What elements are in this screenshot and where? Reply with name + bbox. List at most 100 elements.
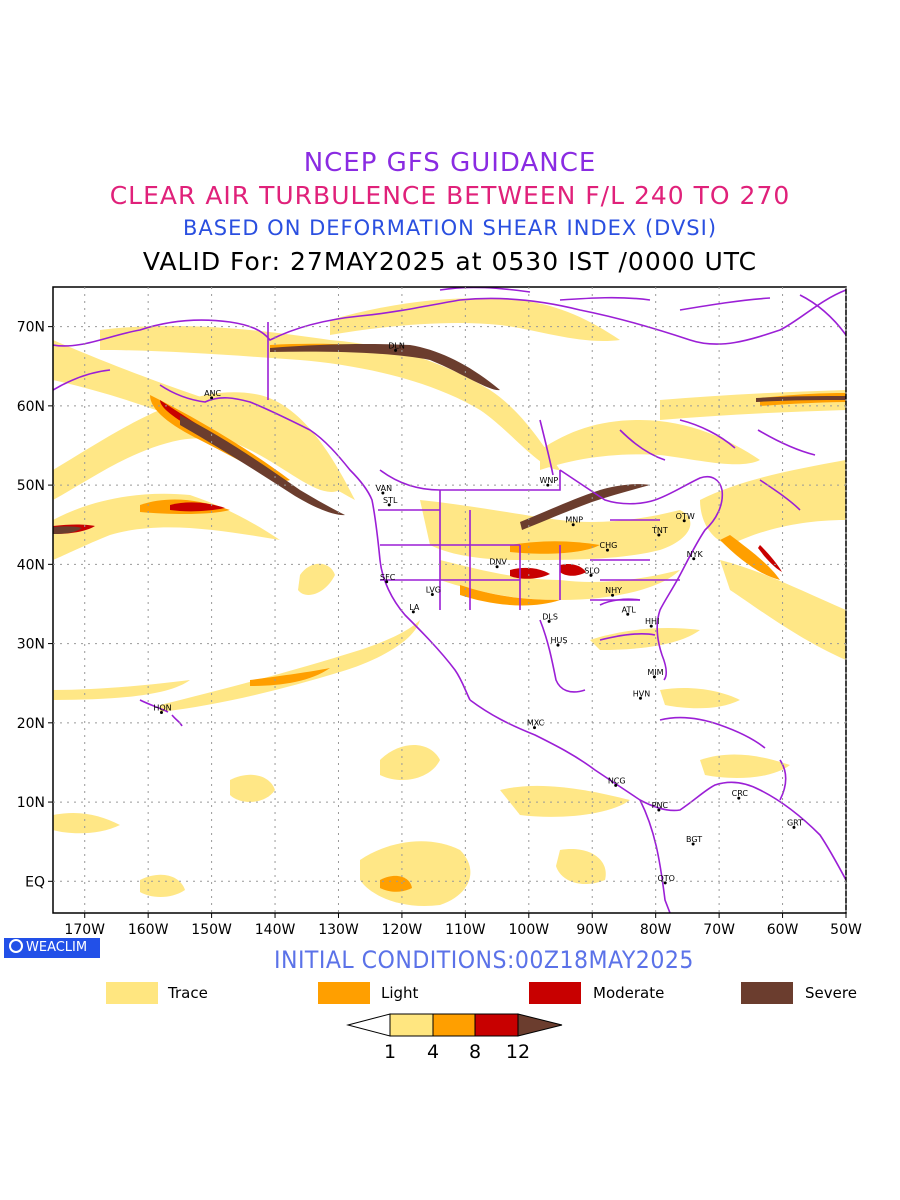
station-label-dln: DLN: [388, 341, 405, 350]
station-marker: [638, 696, 642, 700]
colorbar-tick-1: 1: [384, 1041, 396, 1063]
station-marker: [657, 533, 661, 537]
station-marker: [495, 565, 499, 569]
station-label-hon: HON: [153, 704, 171, 713]
chart-method-note: BASED ON DEFORMATION SHEAR INDEX (DVSI): [182, 216, 718, 240]
logo-ring-icon: [9, 939, 23, 953]
logo-text: WEACLIM: [26, 940, 88, 955]
station-marker: [385, 580, 389, 584]
chart-title: NCEP GFS GUIDANCE: [303, 148, 597, 178]
legend-swatch-light: [318, 982, 370, 1004]
station-marker: [381, 491, 385, 495]
lon-tick-label: 90W: [576, 922, 608, 938]
lon-tick-label: 80W: [640, 922, 672, 938]
colorbar-band-light: [432, 1013, 476, 1037]
station-label-nhy: NHY: [605, 586, 622, 595]
station-label-atl: ATL: [622, 605, 637, 614]
station-label-wnp: WNP: [539, 476, 558, 485]
legend-label-light: Light: [381, 984, 419, 1002]
colorbar-band-moderate: [474, 1013, 519, 1037]
station-marker: [691, 842, 695, 846]
station-label-crc: CRC: [732, 789, 749, 798]
lon-tick-label: 60W: [767, 922, 799, 938]
station-label-chg: CHG: [600, 541, 618, 550]
station-marker: [571, 523, 575, 527]
lat-tick-label: 20N: [17, 716, 45, 732]
lat-tick-label: EQ: [25, 874, 45, 890]
station-marker: [737, 796, 741, 800]
coastlines: [53, 287, 846, 913]
lon-tick-label: 130W: [318, 922, 359, 938]
legend-swatch-trace: [106, 982, 158, 1004]
station-label-van: VAN: [376, 484, 392, 493]
colorbar-low-arrow: [346, 1013, 391, 1037]
station-marker: [546, 483, 550, 487]
station-label-ncg: NCG: [608, 776, 626, 785]
station-marker: [605, 548, 609, 552]
valid-time: VALID For: 27MAY2025 at 0530 IST /0000 U…: [142, 247, 758, 276]
station-marker: [626, 612, 630, 616]
station-marker: [692, 557, 696, 561]
lon-tick-label: 100W: [509, 922, 550, 938]
station-label-la: LA: [409, 603, 420, 612]
lon-tick-label: 50W: [830, 922, 862, 938]
chart-subtitle: CLEAR AIR TURBULENCE BETWEEN F/L 240 TO …: [109, 181, 791, 210]
station-label-grt: GRT: [787, 818, 803, 827]
station-marker: [614, 783, 618, 787]
station-marker: [649, 624, 653, 628]
station-marker: [159, 711, 163, 715]
station-label-otw: OTW: [676, 512, 695, 521]
colorbar: [346, 1013, 563, 1037]
lon-tick-label: 120W: [382, 922, 423, 938]
station-marker: [589, 573, 593, 577]
longitude-axis: 170W 160W 150W 140W 130W 120W 110W 100W 90W 80W 70…: [64, 913, 862, 938]
station-marker: [210, 396, 214, 400]
map-frame: [52, 286, 847, 914]
lon-tick-label: 140W: [255, 922, 296, 938]
lat-tick-label: 30N: [17, 637, 45, 653]
station-marker: [611, 593, 615, 597]
colorbar-band-trace: [389, 1013, 434, 1037]
legend-swatch-moderate: [529, 982, 581, 1004]
station-marker: [547, 619, 551, 623]
station-label-bgt: BGT: [686, 835, 702, 844]
station-label-dnv: DNV: [489, 558, 507, 567]
station-label-slo: SLO: [584, 566, 600, 575]
lat-tick-label: 60N: [17, 399, 45, 415]
station-label-anc: ANC: [204, 389, 221, 398]
station-label-hvn: HVN: [633, 689, 650, 698]
station-label-hus: HUS: [551, 636, 568, 645]
station-label-sfc: SFC: [380, 573, 396, 582]
colorbar-ticks: 1 4 8 12: [384, 1041, 530, 1063]
station-label-tnt: TNT: [651, 526, 668, 535]
initial-conditions: INITIAL CONDITIONS:00Z18MAY2025: [274, 946, 694, 974]
lon-tick-label: 160W: [128, 922, 169, 938]
station-label-mxc: MXC: [527, 719, 545, 728]
station-marker: [792, 825, 796, 829]
latitude-axis: 70N 60N 50N 40N 30N 20N 10N EQ: [17, 320, 53, 890]
station-marker: [663, 881, 667, 885]
lat-tick-label: 10N: [17, 795, 45, 811]
station-label-pnc: PNC: [652, 801, 669, 810]
station-label-mim: MIM: [647, 668, 663, 677]
station-label-lvg: LVG: [426, 585, 441, 594]
station-label-mnp: MNP: [565, 516, 583, 525]
station-marker: [533, 726, 537, 730]
colorbar-tick-4: 4: [427, 1041, 439, 1063]
lon-tick-label: 110W: [445, 922, 486, 938]
lon-tick-label: 150W: [191, 922, 232, 938]
colorbar-tick-12: 12: [506, 1041, 530, 1063]
station-marker: [652, 675, 656, 679]
lat-tick-label: 70N: [17, 320, 45, 336]
legend-swatch-severe: [741, 982, 793, 1004]
station-marker: [411, 610, 415, 614]
legend-label-trace: Trace: [168, 984, 208, 1002]
station-label-hhi: HHI: [645, 617, 659, 626]
weaclim-logo: WEACLIM: [4, 938, 100, 958]
station-marker: [682, 519, 686, 523]
station-label-nyk: NYK: [687, 550, 704, 559]
lon-tick-label: 70W: [703, 922, 735, 938]
station-marker: [657, 808, 661, 812]
lat-tick-label: 50N: [17, 478, 45, 494]
lat-tick-label: 40N: [17, 557, 45, 573]
